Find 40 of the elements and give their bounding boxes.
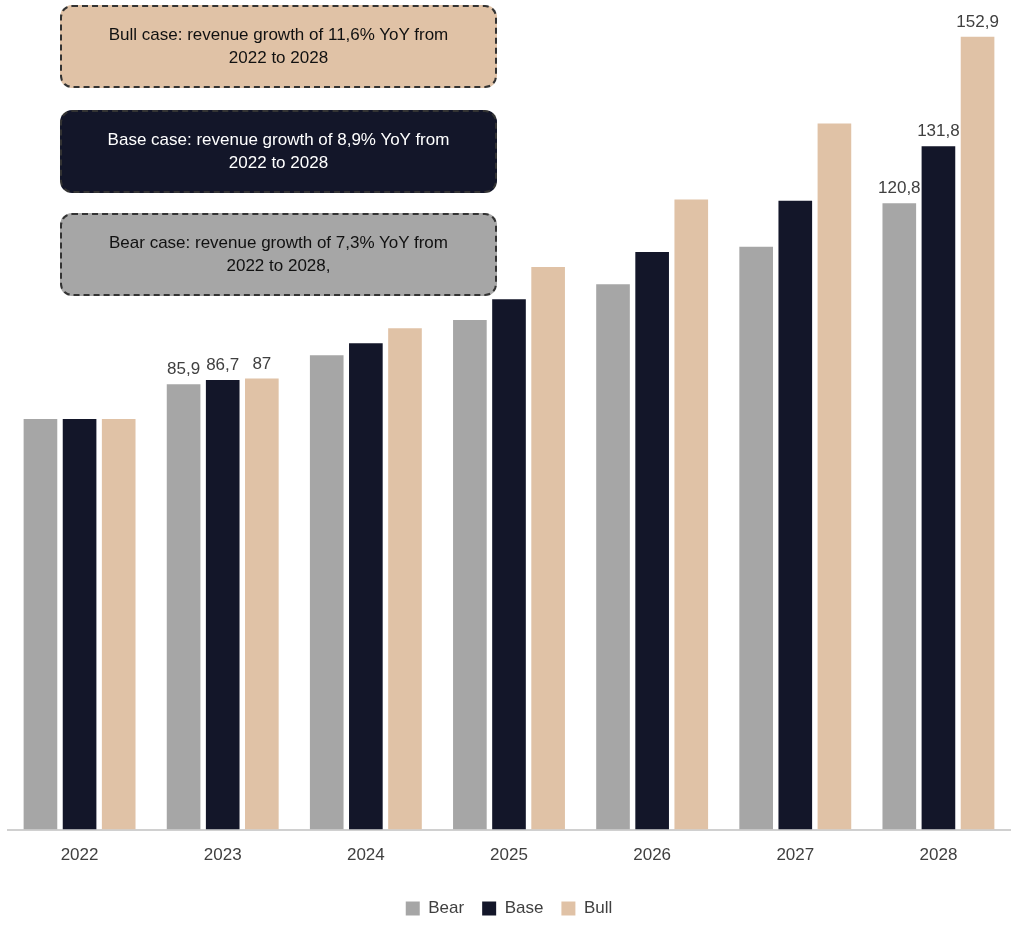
bar bbox=[531, 267, 565, 830]
bar bbox=[349, 343, 383, 830]
bar bbox=[101, 418, 136, 830]
bar bbox=[921, 146, 956, 830]
bar bbox=[817, 123, 852, 830]
bar bbox=[674, 199, 709, 830]
data-label: 131,8 bbox=[917, 121, 960, 141]
x-tick-label: 2028 bbox=[919, 845, 958, 865]
callout-box: Bear case: revenue growth of 7,3% YoY from 2022 to 2028, bbox=[60, 213, 497, 296]
x-tick-label: 2027 bbox=[776, 845, 815, 865]
callout-box: Base case: revenue growth of 8,9% YoY from 2022 to 2028 bbox=[60, 110, 497, 193]
x-tick-label: 2024 bbox=[346, 845, 385, 865]
bar bbox=[62, 418, 97, 830]
bar bbox=[453, 319, 487, 830]
x-tick-label: 2023 bbox=[203, 845, 242, 865]
x-tick-label: 2022 bbox=[60, 845, 99, 865]
x-tick-label: 2025 bbox=[490, 845, 528, 865]
bar bbox=[309, 355, 344, 830]
legend-label: Bear bbox=[428, 898, 465, 918]
data-label: 152,9 bbox=[956, 12, 999, 31]
data-label: 87 bbox=[252, 353, 272, 373]
legend-label: Base bbox=[504, 898, 544, 918]
bar bbox=[635, 251, 669, 830]
data-label: 120,8 bbox=[878, 178, 921, 198]
x-tick-label: 2026 bbox=[633, 845, 672, 865]
bar bbox=[388, 328, 422, 830]
bar bbox=[492, 299, 526, 830]
bar bbox=[882, 203, 917, 830]
bar bbox=[23, 418, 58, 830]
bar bbox=[166, 384, 201, 830]
bar bbox=[596, 284, 630, 830]
bar bbox=[739, 246, 773, 830]
legend-label: Bull bbox=[583, 898, 613, 918]
data-label: 86,7 bbox=[206, 355, 240, 375]
bar bbox=[778, 200, 813, 830]
bar bbox=[960, 36, 995, 830]
bar bbox=[245, 378, 279, 830]
data-label: 85,9 bbox=[167, 359, 201, 379]
callout-box: Bull case: revenue growth of 11,6% YoY from 2022 to 2028 bbox=[60, 5, 497, 88]
bar bbox=[205, 380, 240, 830]
